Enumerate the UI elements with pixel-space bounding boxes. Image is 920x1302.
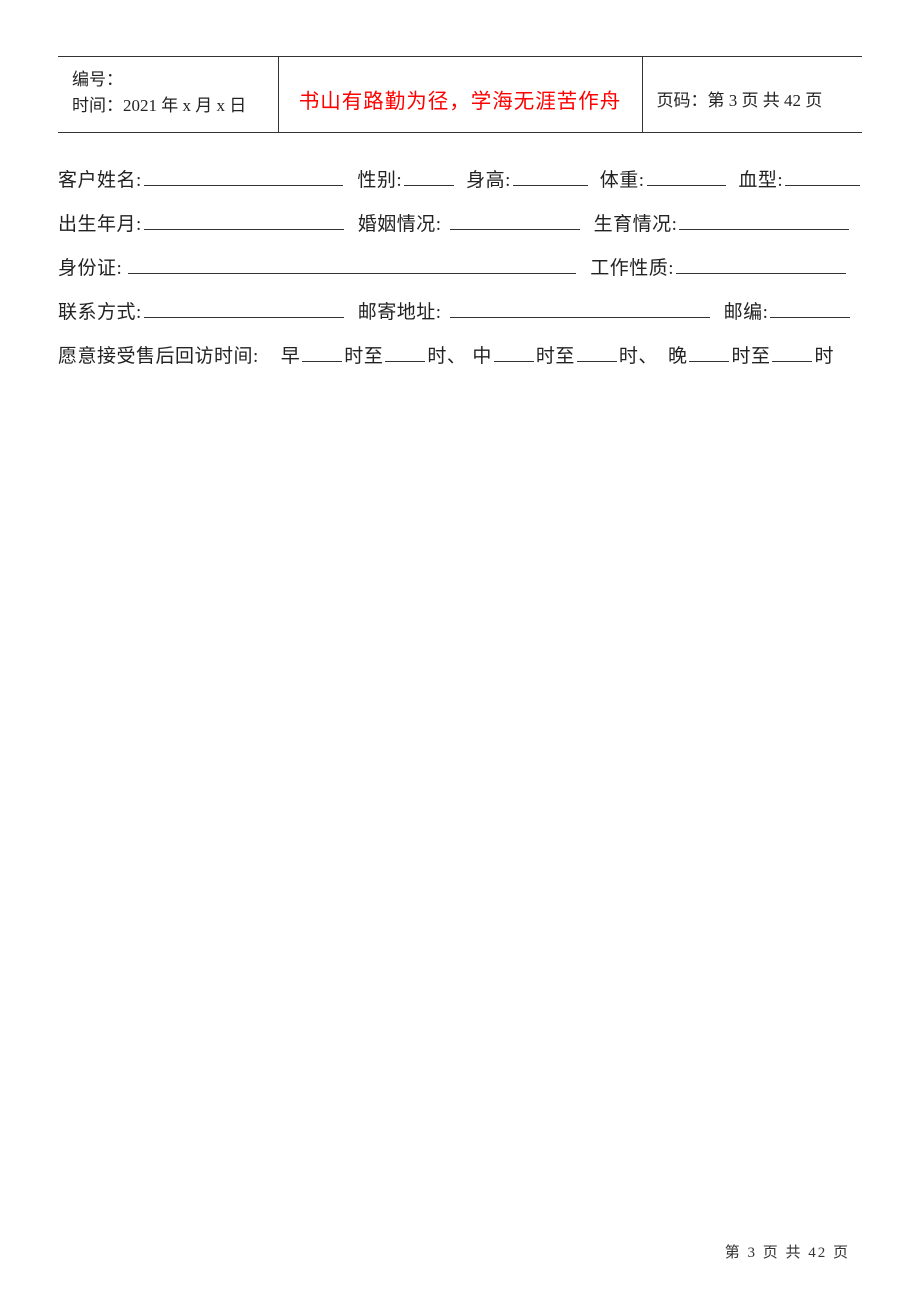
form-row-3: 身份证: 工作性质: <box>58 249 862 289</box>
mail-addr-blank <box>450 297 710 318</box>
fertility-label: 生育情况: <box>594 205 678 245</box>
birth-blank <box>144 209 344 230</box>
customer-name-label: 客户姓名: <box>58 161 142 201</box>
mail-addr-label: 邮寄地址: <box>358 293 442 333</box>
sep-2: 、 <box>638 337 658 377</box>
marital-blank <box>450 209 580 230</box>
blood-type-label: 血型: <box>738 161 783 201</box>
form-row-1: 客户姓名: 性别: 身高: 体重: 血型: <box>58 161 862 201</box>
marital-label: 婚姻情况: <box>358 205 442 245</box>
evening-to-blank <box>772 341 812 362</box>
noon-label: 中 <box>472 337 492 377</box>
customer-name-blank <box>144 165 344 186</box>
hour-4: 时 <box>619 337 639 377</box>
to-1: 至 <box>364 337 384 377</box>
hour-6: 时 <box>814 337 834 377</box>
sep-1: 、 <box>447 337 467 377</box>
work-type-label: 工作性质: <box>590 249 674 289</box>
motto-text: 书山有路勤为径，学海无涯苦作舟 <box>299 91 622 113</box>
noon-from-blank <box>494 341 534 362</box>
callback-label: 愿意接受售后回访时间: <box>58 337 259 377</box>
hour-3: 时 <box>536 337 556 377</box>
footer-page-number: 第 3 页 共 42 页 <box>725 1241 850 1262</box>
contact-blank <box>144 297 344 318</box>
to-2: 至 <box>555 337 575 377</box>
height-blank <box>513 165 588 186</box>
morning-label: 早 <box>281 337 301 377</box>
header-center-cell: 书山有路勤为径，学海无涯苦作舟 <box>278 57 642 133</box>
form-area: 客户姓名: 性别: 身高: 体重: 血型: 出生年月: 婚姻情况: 生育情况: … <box>58 161 862 376</box>
time-label: 时间： <box>72 96 123 115</box>
contact-label: 联系方式: <box>58 293 142 333</box>
time-value: 2021 年 x 月 x 日 <box>123 96 246 115</box>
hour-1: 时 <box>344 337 364 377</box>
page-value: 第 3 页 共 42 页 <box>708 91 823 110</box>
height-label: 身高: <box>466 161 511 201</box>
gender-label: 性别: <box>357 161 402 201</box>
work-type-blank <box>676 253 846 274</box>
hour-2: 时 <box>427 337 447 377</box>
postcode-label: 邮编: <box>724 293 769 333</box>
page-label: 页码： <box>657 91 708 110</box>
doc-number-label: 编号： <box>72 67 264 93</box>
header-table: 编号： 时间：2021 年 x 月 x 日 书山有路勤为径，学海无涯苦作舟 页码… <box>58 56 862 133</box>
form-row-5: 愿意接受售后回访时间: 早 时 至 时 、 中 时 至 时 、 晚 时 至 时 <box>58 337 862 377</box>
form-row-2: 出生年月: 婚姻情况: 生育情况: <box>58 205 862 245</box>
birth-label: 出生年月: <box>58 205 142 245</box>
morning-to-blank <box>385 341 425 362</box>
header-right-cell: 页码：第 3 页 共 42 页 <box>642 57 862 133</box>
hour-5: 时 <box>731 337 751 377</box>
blood-type-blank <box>785 165 860 186</box>
header-left-cell: 编号： 时间：2021 年 x 月 x 日 <box>58 57 278 133</box>
weight-blank <box>647 165 727 186</box>
morning-from-blank <box>302 341 342 362</box>
form-row-4: 联系方式: 邮寄地址: 邮编: <box>58 293 862 333</box>
weight-label: 体重: <box>600 161 645 201</box>
noon-to-blank <box>577 341 617 362</box>
to-3: 至 <box>751 337 771 377</box>
gender-blank <box>404 165 454 186</box>
postcode-blank <box>770 297 850 318</box>
fertility-blank <box>679 209 849 230</box>
evening-from-blank <box>689 341 729 362</box>
evening-label: 晚 <box>668 337 688 377</box>
id-card-label: 身份证: <box>58 249 122 289</box>
time-row: 时间：2021 年 x 月 x 日 <box>72 93 264 119</box>
id-card-blank <box>128 253 576 274</box>
